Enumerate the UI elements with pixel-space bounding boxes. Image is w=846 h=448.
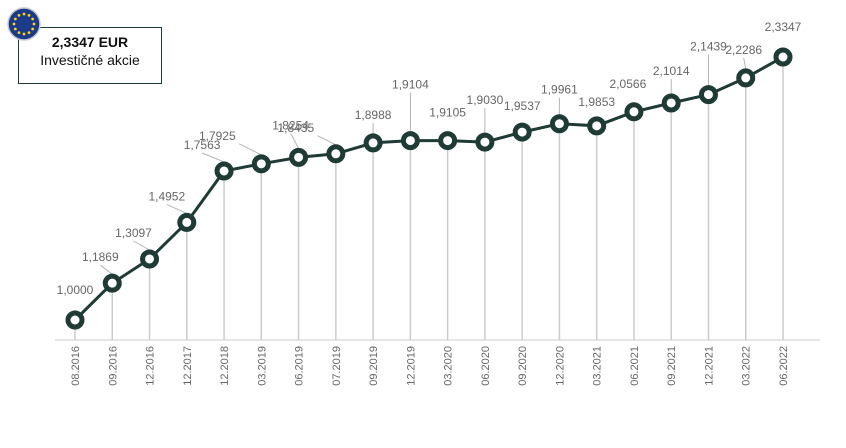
x-tick-label: 06.2019 [294,346,306,386]
data-point [624,102,644,122]
value-label: 1,9961 [541,83,578,97]
value-label: 1,8254 [272,118,309,132]
data-point [587,116,607,136]
markers [65,47,793,330]
value-label: 1,7563 [184,138,221,152]
info-box: 2,3347 EUR Investičné akcie [18,27,162,84]
data-point [102,273,122,293]
data-point [661,93,681,113]
value-label: 1,9030 [467,93,504,107]
data-point [214,161,234,181]
label-connector [317,135,337,146]
x-tick-label: 12.2016 [145,346,157,386]
data-point [475,132,495,152]
data-point [177,212,197,232]
data-point [736,68,756,88]
value-label: 1,8988 [355,108,392,122]
current-value: 2,3347 EUR [51,34,129,50]
x-tick-label: 12.2018 [219,346,231,386]
value-label: 2,2286 [725,43,762,57]
x-tick-label: 03.2021 [592,346,604,386]
drop-lines [74,57,784,340]
label-connector [100,264,113,275]
eu-star-icon [12,22,16,26]
data-point [698,85,718,105]
fund-name: Investičné akcie [40,52,140,68]
value-label: 1,4952 [148,189,185,203]
x-tick-label: 09.2020 [517,346,529,386]
x-tick-labels: 08.2016 09.2016 12.2016 12.2017 12.2018 03.20… [70,346,790,386]
x-tick-label: 09.2019 [368,346,380,386]
eu-star-icon [31,27,35,31]
x-tick-label: 07.2019 [331,346,343,386]
label-connector [201,152,225,163]
label-connector [239,143,262,156]
value-label: 1,9537 [504,99,541,113]
value-label: 1,7925 [199,129,236,143]
data-point [140,249,160,269]
data-point [251,154,271,174]
eu-star-icon [13,27,17,31]
x-tick-label: 12.2020 [554,346,566,386]
x-tick-label: 09.2021 [666,346,678,386]
data-point [773,47,793,67]
value-label: 1,8435 [277,121,314,135]
eu-star-icon [31,17,35,21]
label-connector [290,133,300,149]
data-point [512,122,532,142]
value-label: 1,0000 [57,283,94,297]
eu-flag-icon [7,7,41,41]
label-connectors [100,54,747,275]
eu-star-icon [13,17,17,21]
data-point [438,131,458,151]
eu-star-icon [17,31,21,35]
value-label: 2,3347 [765,20,802,34]
data-point [400,131,420,151]
value-label: 1,9104 [392,78,429,92]
data-point [289,147,309,167]
x-tick-label: 12.2021 [704,346,716,386]
eu-star-icon [22,12,26,16]
data-point [549,114,569,134]
data-point [65,310,85,330]
value-label: 2,1014 [653,64,690,78]
data-point [363,133,383,153]
value-label: 2,0566 [610,77,647,91]
eu-star-icon [22,32,26,36]
eu-star-icon [27,31,31,35]
eu-star-icon [32,22,36,26]
x-tick-label: 12.2017 [182,346,194,386]
x-tick-label: 03.2022 [741,346,753,386]
data-point [326,144,346,164]
x-tick-label: 09.2016 [107,346,119,386]
value-label: 2,1439 [690,40,727,54]
x-tick-label: 08.2016 [70,346,82,386]
value-label: 1,9105 [429,106,466,120]
x-tick-label: 06.2022 [778,346,790,386]
value-label: 1,1869 [82,250,119,264]
value-label: 1,3097 [115,226,152,240]
x-tick-label: 03.2020 [443,346,455,386]
x-tick-label: 03.2019 [256,346,268,386]
x-tick-label: 06.2021 [629,346,641,386]
value-label: 1,9853 [578,95,615,109]
label-connector [743,57,747,69]
eu-star-icon [27,13,31,17]
label-connector [133,240,150,251]
label-connector [166,203,188,214]
x-tick-label: 12.2019 [405,346,417,386]
x-tick-label: 06.2020 [480,346,492,386]
eu-star-icon [17,13,21,17]
